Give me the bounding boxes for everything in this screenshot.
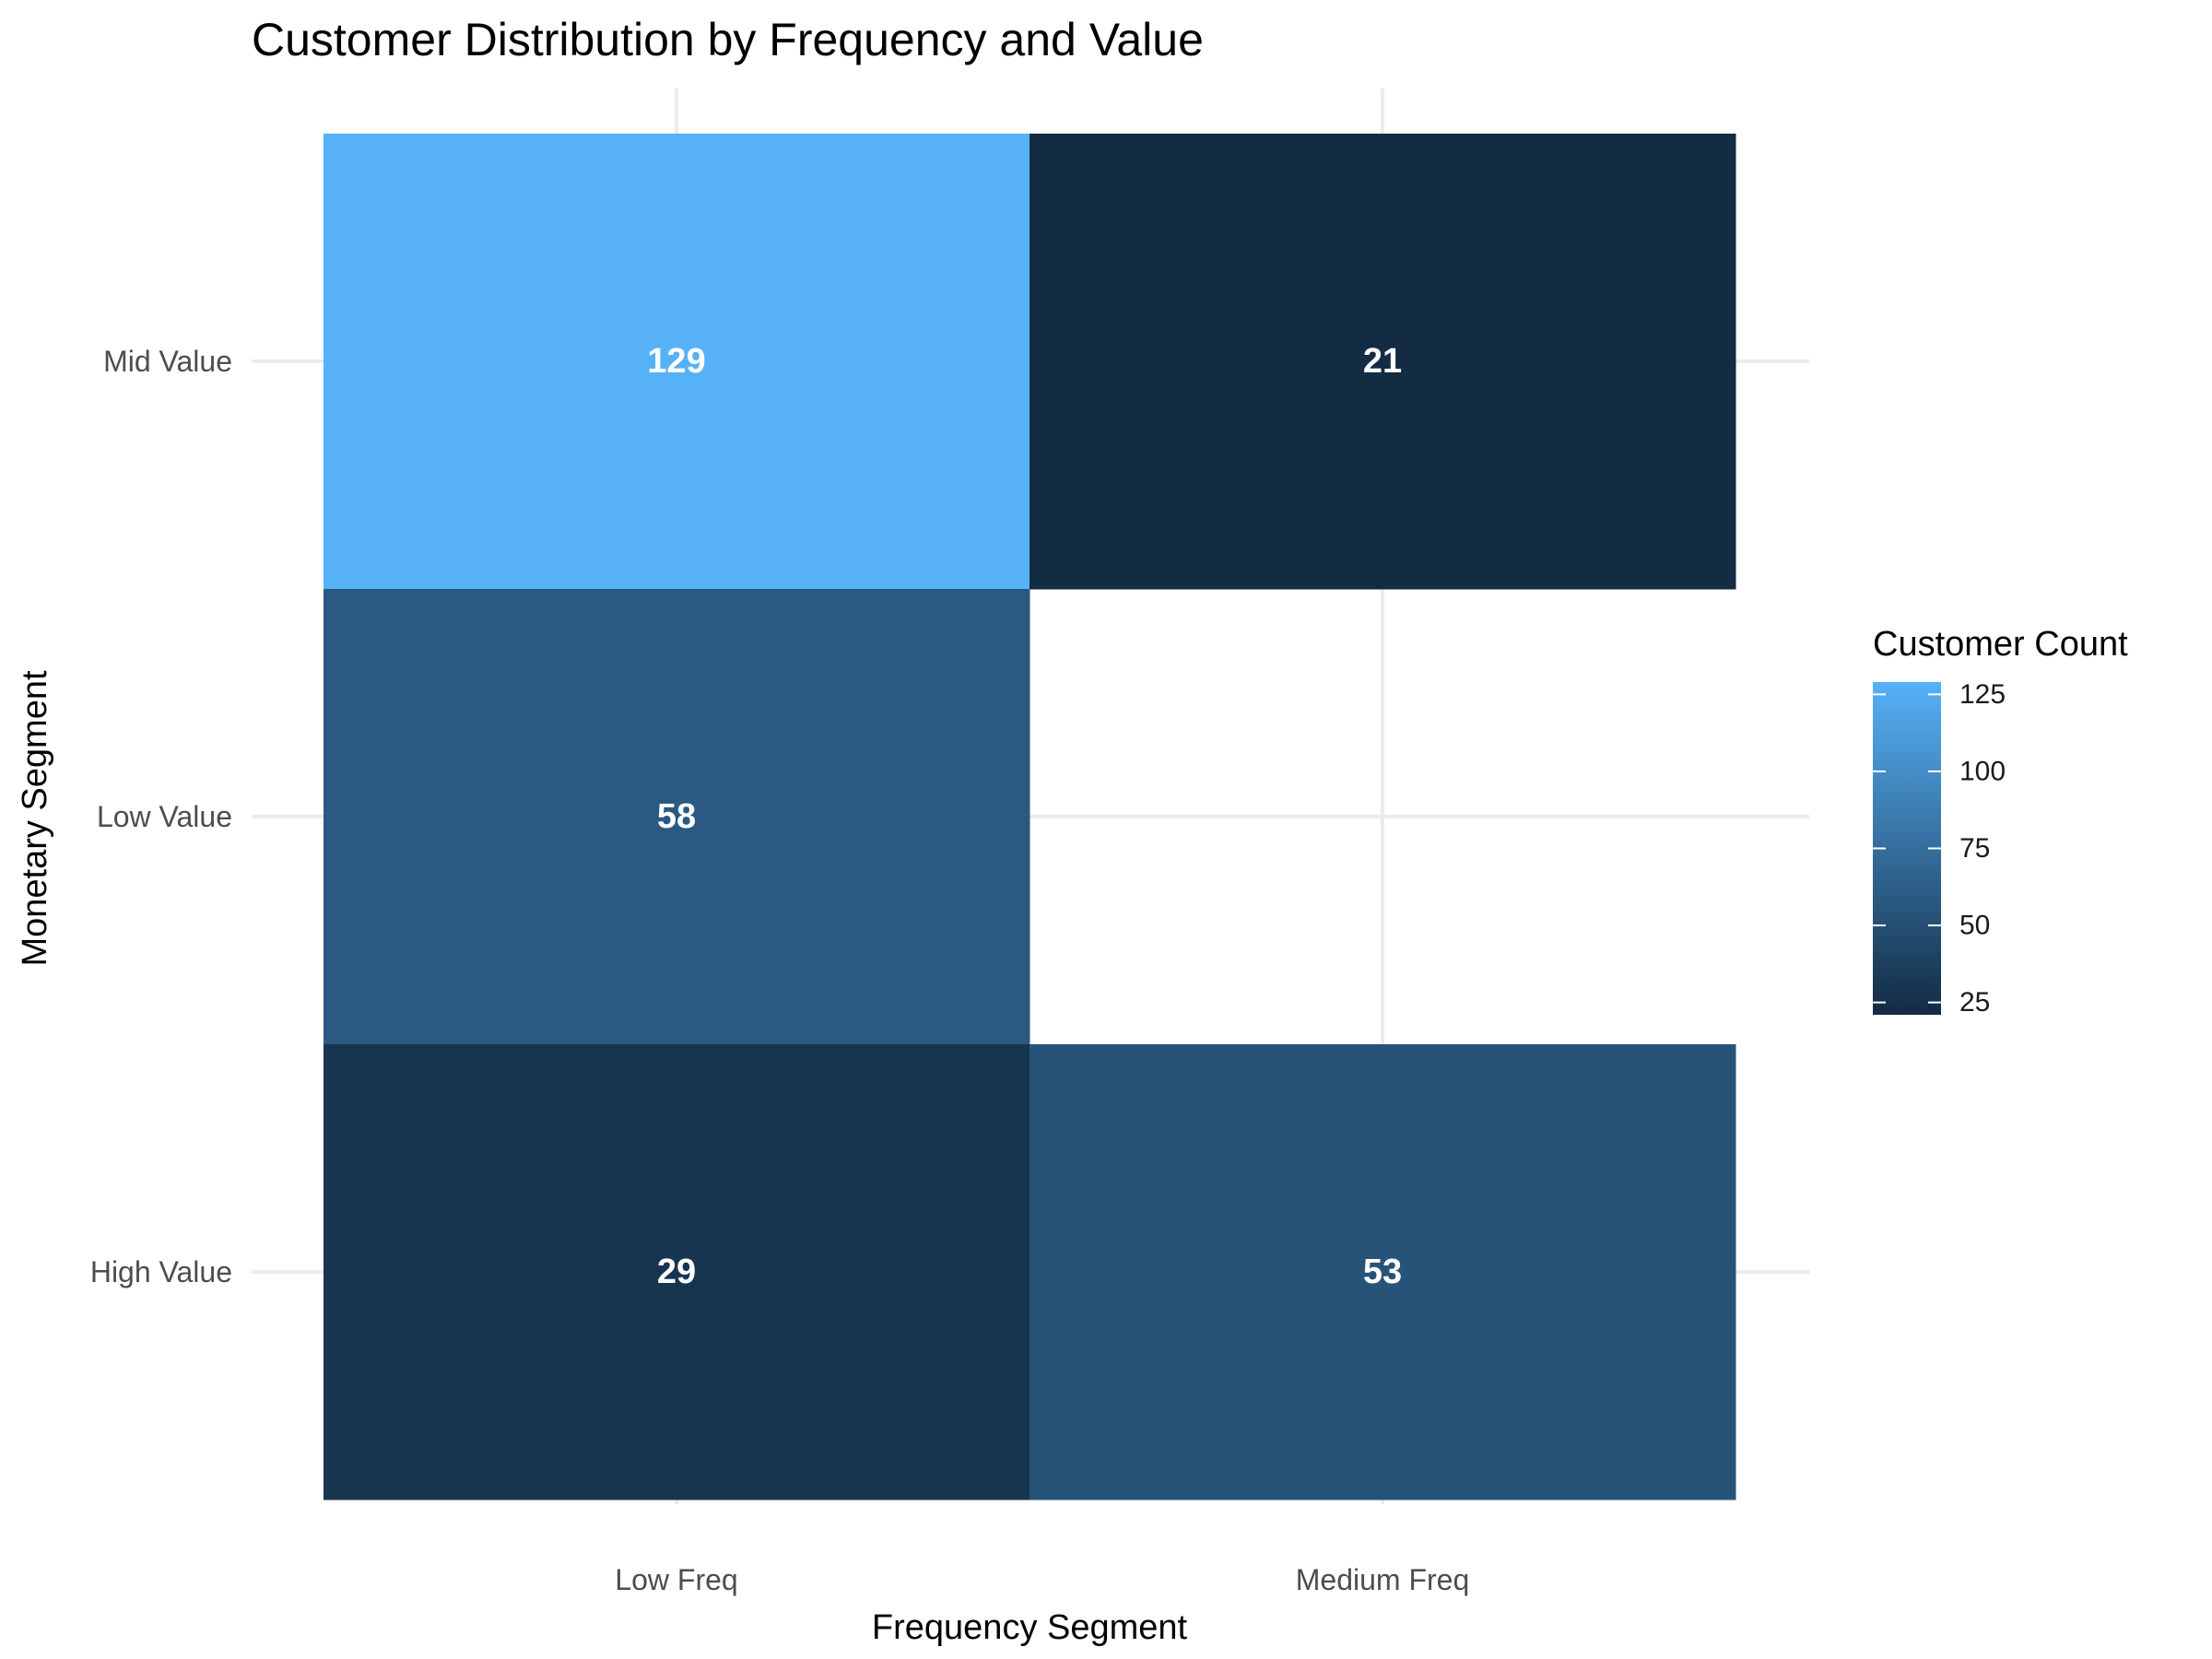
heatmap-cell-low-freq-high-value xyxy=(324,1044,1030,1500)
legend-tick-label-125: 125 xyxy=(1959,679,2006,710)
heatmap-cell-labels: 129 21 58 29 53 xyxy=(647,342,1402,1291)
cell-value-label-low-freq-high-value: 29 xyxy=(657,1253,696,1291)
y-tick-label-mid-value: Mid Value xyxy=(103,345,232,378)
chart-title: Customer Distribution by Frequency and V… xyxy=(252,14,1204,65)
cell-value-label-low-freq-low-value: 58 xyxy=(657,797,696,836)
legend-tick-label-75: 75 xyxy=(1959,833,1990,864)
heatmap-cells xyxy=(324,134,1736,1500)
y-tick-label-high-value: High Value xyxy=(90,1255,232,1288)
heatmap-cell-medium-freq-high-value xyxy=(1030,1044,1736,1500)
y-axis-ticks: High Value Low Value Mid Value xyxy=(90,345,232,1288)
x-axis-title: Frequency Segment xyxy=(872,1608,1188,1647)
legend-ticks: 25 50 75 100 125 xyxy=(1873,679,2006,1018)
legend-tick-label-25: 25 xyxy=(1959,987,1990,1018)
legend-title: Customer Count xyxy=(1873,625,2128,664)
legend-tick-label-50: 50 xyxy=(1959,911,1990,941)
cell-value-label-low-freq-mid-value: 129 xyxy=(647,342,705,381)
heatmap-cell-low-freq-low-value xyxy=(324,589,1030,1045)
heatmap-cell-low-freq-mid-value xyxy=(324,134,1030,590)
heatmap-cell-medium-freq-mid-value xyxy=(1030,134,1736,590)
x-tick-label-low-freq: Low Freq xyxy=(615,1563,737,1596)
x-axis-ticks: Low Freq Medium Freq xyxy=(615,1563,1469,1596)
y-axis-title: Monetary Segment xyxy=(16,670,54,966)
cell-value-label-medium-freq-high-value: 53 xyxy=(1363,1253,1402,1291)
legend-tick-label-100: 100 xyxy=(1959,756,2006,786)
x-tick-label-medium-freq: Medium Freq xyxy=(1296,1563,1470,1596)
cell-value-label-medium-freq-mid-value: 21 xyxy=(1363,342,1402,381)
y-tick-label-low-value: Low Value xyxy=(97,800,232,833)
legend: Customer Count 25 50 75 100 125 xyxy=(1873,625,2128,1018)
